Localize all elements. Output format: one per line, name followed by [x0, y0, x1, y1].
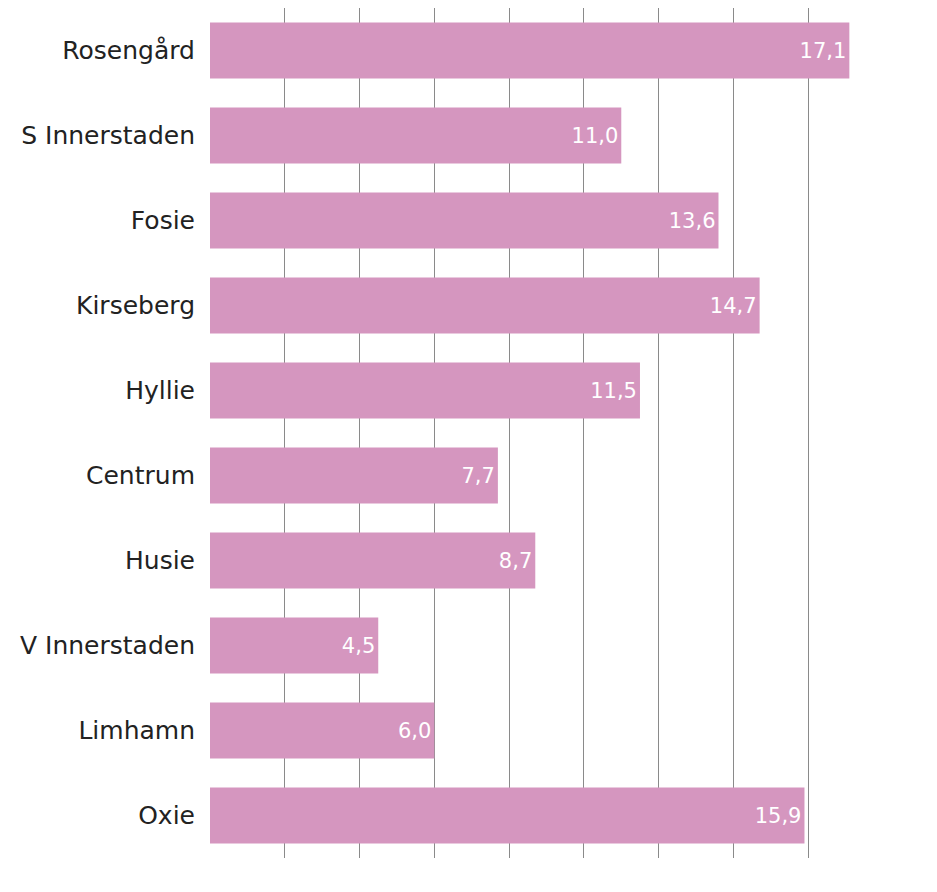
svg-text:Limhamn: Limhamn [78, 716, 195, 745]
svg-text:8,7: 8,7 [499, 549, 532, 573]
svg-text:Hyllie: Hyllie [125, 376, 195, 405]
svg-text:11,0: 11,0 [572, 124, 619, 148]
svg-text:Centrum: Centrum [86, 461, 195, 490]
svg-text:15,9: 15,9 [755, 804, 802, 828]
svg-text:Kirseberg: Kirseberg [76, 291, 195, 320]
svg-text:14,7: 14,7 [710, 294, 757, 318]
svg-text:13,6: 13,6 [669, 209, 716, 233]
svg-text:7,7: 7,7 [461, 464, 494, 488]
svg-text:Fosie: Fosie [131, 206, 195, 235]
svg-text:Rosengård: Rosengård [62, 36, 195, 65]
svg-text:17,1: 17,1 [800, 39, 847, 63]
svg-text:Oxie: Oxie [138, 801, 195, 830]
svg-text:6,0: 6,0 [398, 719, 431, 743]
svg-text:11,5: 11,5 [590, 379, 637, 403]
svg-text:V Innerstaden: V Innerstaden [20, 631, 195, 660]
svg-text:S Innerstaden: S Innerstaden [21, 121, 195, 150]
svg-text:4,5: 4,5 [342, 634, 375, 658]
svg-text:Husie: Husie [125, 546, 195, 575]
